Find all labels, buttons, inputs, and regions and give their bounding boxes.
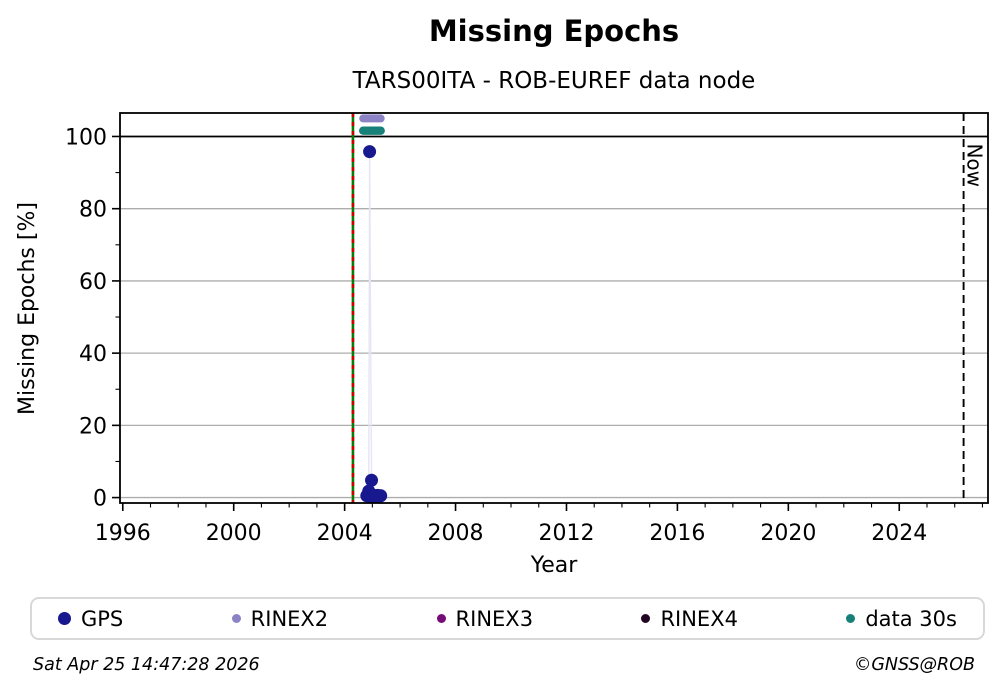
legend-item-rinex3: RINEX3 [436,606,534,631]
y-tick-label: 20 [79,414,107,439]
series-point-gps [374,489,388,503]
legend-label: data 30s [865,606,957,631]
y-axis-label-container: Missing Epochs [%] [4,113,50,503]
x-axis-label: Year [530,553,578,578]
legend-marker-icon [436,614,446,623]
legend-label: RINEX2 [250,606,329,631]
timestamp: Sat Apr 25 14:47:28 2026 [33,655,260,675]
x-tick-label: 2008 [428,521,484,546]
legend-item-rinex4: RINEX4 [641,607,738,631]
x-tick-label: 1996 [95,521,151,546]
x-tick-label: 2004 [317,521,373,546]
x-tick-label: 2016 [649,521,705,546]
y-tick-label: 80 [79,198,107,223]
copyright: ©GNSS@ROB [853,655,975,675]
legend-item-rinex2: RINEX2 [231,606,329,631]
series-point-gps [365,473,379,487]
legend-label: GPS [81,606,124,631]
legend-label: RINEX3 [455,606,534,631]
y-tick-label: 100 [65,125,107,150]
x-tick-label: 2024 [871,521,927,546]
plot-frame [119,112,989,504]
legend-marker-icon [58,612,71,625]
now-label: Now [963,143,987,187]
legend-label: RINEX4 [660,606,738,631]
y-tick-label: 60 [79,270,107,295]
legend-marker-icon [641,614,651,623]
x-tick-label: 2000 [206,521,262,546]
legend: GPS RINEX2 RINEX3 RINEX4 data 30s [30,597,985,640]
legend-item-data-30s: data 30s [846,607,957,631]
chart-title: Missing Epochs [428,14,680,48]
legend-item-gps: GPS [58,607,123,631]
y-tick-label: 0 [93,487,107,512]
legend-marker-icon [846,614,856,623]
y-axis-label: Missing Epochs [%] [14,201,40,415]
series-line-gps [368,151,373,496]
series-point-gps [363,145,377,159]
legend-marker-icon [231,614,241,623]
y-tick-label: 40 [79,342,107,367]
x-tick-label: 2012 [538,521,594,546]
x-tick-label: 2020 [760,521,816,546]
chart-subtitle: TARS00ITA - ROB-EUREF data node [352,68,756,94]
plot-area: Now 1996 2000 2004 2008 2012 2016 2020 2024 0 20 40… [65,112,989,546]
